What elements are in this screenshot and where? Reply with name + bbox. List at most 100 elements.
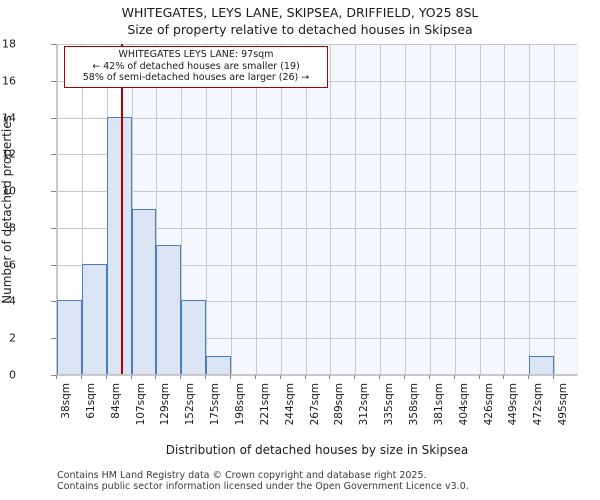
x-tick-label: 221sqm — [258, 383, 271, 426]
y-tick-mark — [51, 191, 56, 193]
gridline-vertical — [529, 44, 531, 374]
x-tick-label: 358sqm — [408, 383, 420, 426]
histogram-bar — [57, 300, 82, 374]
x-tick-mark — [428, 375, 430, 379]
x-tick-mark — [279, 375, 281, 379]
histogram-bar — [81, 263, 107, 374]
y-tick-label: 6 — [9, 258, 16, 272]
gridline-horizontal — [57, 227, 577, 229]
gridline-vertical — [57, 44, 58, 374]
y-tick-mark — [51, 227, 56, 229]
x-tick-mark — [453, 375, 455, 379]
property-annotation-callout: WHITEGATES LEYS LANE: 97sqm ← 42% of det… — [64, 46, 328, 88]
chart-subtitle: Size of property relative to detached ho… — [127, 22, 473, 37]
y-tick-mark — [51, 154, 56, 156]
gridline-vertical — [479, 44, 481, 374]
gridline-vertical — [231, 44, 232, 374]
histogram-bar — [206, 355, 231, 374]
gridline-vertical — [206, 44, 208, 374]
x-axis-title: Distribution of detached houses by size … — [165, 443, 469, 457]
gridline-vertical — [156, 44, 158, 374]
gridline-vertical — [255, 44, 257, 374]
histogram-bar — [131, 208, 157, 374]
gridline-horizontal — [57, 191, 577, 193]
x-tick-mark — [155, 375, 157, 379]
y-tick-mark — [51, 338, 56, 340]
y-tick-label: 16 — [2, 74, 16, 88]
x-tick-label: 84sqm — [109, 383, 122, 419]
gridline-horizontal — [57, 264, 577, 266]
gridline-vertical — [504, 44, 506, 374]
x-tick-mark — [404, 375, 405, 379]
x-tick-mark — [230, 375, 231, 379]
y-tick-mark — [51, 44, 56, 45]
gridline-horizontal — [57, 154, 577, 156]
x-tick-label: 289sqm — [333, 383, 346, 426]
gridline-horizontal — [57, 44, 577, 45]
gridline-vertical — [454, 44, 456, 374]
x-tick-mark — [304, 375, 306, 379]
x-tick-label: 426sqm — [482, 383, 495, 426]
annotation-larger-text: 58% of semi-detached houses are larger (… — [82, 72, 310, 83]
histogram-bar — [181, 300, 207, 374]
gridline-horizontal — [57, 301, 577, 303]
y-tick-label: 18 — [2, 37, 16, 51]
y-tick-label: 4 — [9, 294, 16, 308]
y-tick-mark — [51, 80, 56, 82]
x-tick-label: 175sqm — [209, 383, 222, 426]
y-tick-label: 2 — [9, 331, 16, 345]
x-tick-label: 198sqm — [234, 383, 246, 426]
y-tick-label: 14 — [2, 111, 16, 125]
x-tick-label: 472sqm — [532, 383, 545, 426]
x-tick-label: 335sqm — [383, 383, 396, 426]
x-tick-mark — [329, 375, 331, 379]
y-tick-mark — [51, 375, 56, 376]
x-tick-mark — [254, 375, 256, 379]
histogram-bar — [106, 116, 132, 374]
gridline-vertical — [554, 44, 556, 374]
x-tick-label: 129sqm — [159, 383, 172, 426]
x-tick-label: 267sqm — [308, 383, 321, 426]
gridline-vertical — [405, 44, 406, 374]
histogram-bar — [529, 355, 555, 374]
x-tick-mark — [379, 375, 381, 379]
x-tick-label: 61sqm — [84, 383, 97, 419]
x-tick-label: 381sqm — [432, 383, 445, 426]
x-tick-label: 449sqm — [507, 383, 520, 426]
x-tick-mark — [478, 375, 480, 379]
y-tick-label: 10 — [2, 184, 16, 198]
chart-title-block: WHITEGATES, LEYS LANE, SKIPSEA, DRIFFIEL… — [0, 4, 600, 38]
x-tick-label: 495sqm — [557, 383, 570, 426]
x-tick-mark — [180, 375, 182, 379]
x-tick-label: 404sqm — [457, 383, 470, 426]
x-tick-mark — [528, 375, 530, 379]
x-tick-mark — [130, 375, 132, 379]
x-tick-mark — [105, 375, 107, 379]
gridline-vertical — [81, 44, 83, 374]
x-tick-mark — [503, 375, 505, 379]
annotation-smaller-text: ← 42% of detached houses are smaller (19… — [92, 60, 300, 72]
gridline-vertical — [181, 44, 183, 374]
gridline-horizontal — [57, 338, 577, 340]
gridline-vertical — [380, 44, 382, 374]
x-tick-label: 152sqm — [184, 383, 197, 426]
property-size-marker-line — [121, 44, 124, 374]
attribution-footer: Contains HM Land Registry data © Crown c… — [57, 470, 597, 492]
gridline-vertical — [280, 44, 282, 374]
y-axis-title: Number of detached properties — [0, 115, 14, 304]
footer-line-1: Contains HM Land Registry data © Crown c… — [57, 470, 427, 481]
gridline-horizontal — [57, 117, 577, 119]
x-tick-label: 38sqm — [60, 383, 72, 419]
x-tick-mark — [553, 375, 555, 379]
x-tick-label: 244sqm — [283, 383, 296, 426]
footer-line-2: Contains public sector information licen… — [57, 481, 469, 492]
chart-plot-area — [56, 44, 579, 376]
y-tick-mark — [51, 117, 56, 119]
x-tick-label: 312sqm — [358, 383, 371, 426]
x-tick-mark — [56, 375, 57, 379]
gridline-vertical — [355, 44, 357, 374]
gridline-vertical — [305, 44, 307, 374]
gridline-vertical — [330, 44, 332, 374]
annotation-title: WHITEGATES LEYS LANE: 97sqm — [118, 49, 274, 60]
x-tick-label: 107sqm — [134, 383, 147, 426]
